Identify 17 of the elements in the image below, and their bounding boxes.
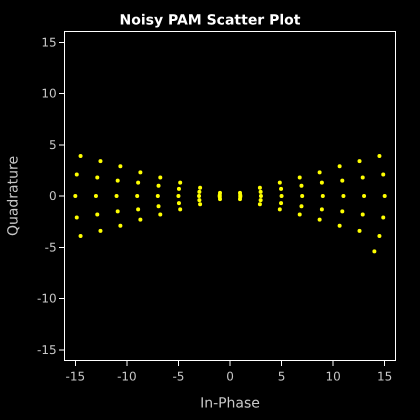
x-tick-label: 15: [377, 369, 392, 384]
chart-title: Noisy PAM Scatter Plot: [120, 12, 301, 28]
y-tick-label: 0: [48, 189, 57, 204]
y-tick-label: 10: [41, 86, 57, 101]
y-tick-label: -15: [36, 342, 57, 357]
x-tick-label: -15: [66, 369, 86, 384]
x-tick-label: 0: [226, 369, 234, 384]
x-tick-label: -5: [172, 369, 184, 384]
x-axis-title: In-Phase: [200, 396, 260, 412]
y-tick-label: -5: [44, 240, 57, 254]
y-axis-title: Quadrature: [6, 156, 22, 236]
y-tick-label: 15: [41, 35, 57, 50]
y-tick-label: 5: [48, 138, 57, 152]
x-tick-label: 5: [278, 369, 286, 384]
y-tick-label: -10: [36, 292, 57, 306]
x-tick-label: -10: [117, 369, 137, 384]
x-tick-label: 10: [325, 369, 341, 384]
